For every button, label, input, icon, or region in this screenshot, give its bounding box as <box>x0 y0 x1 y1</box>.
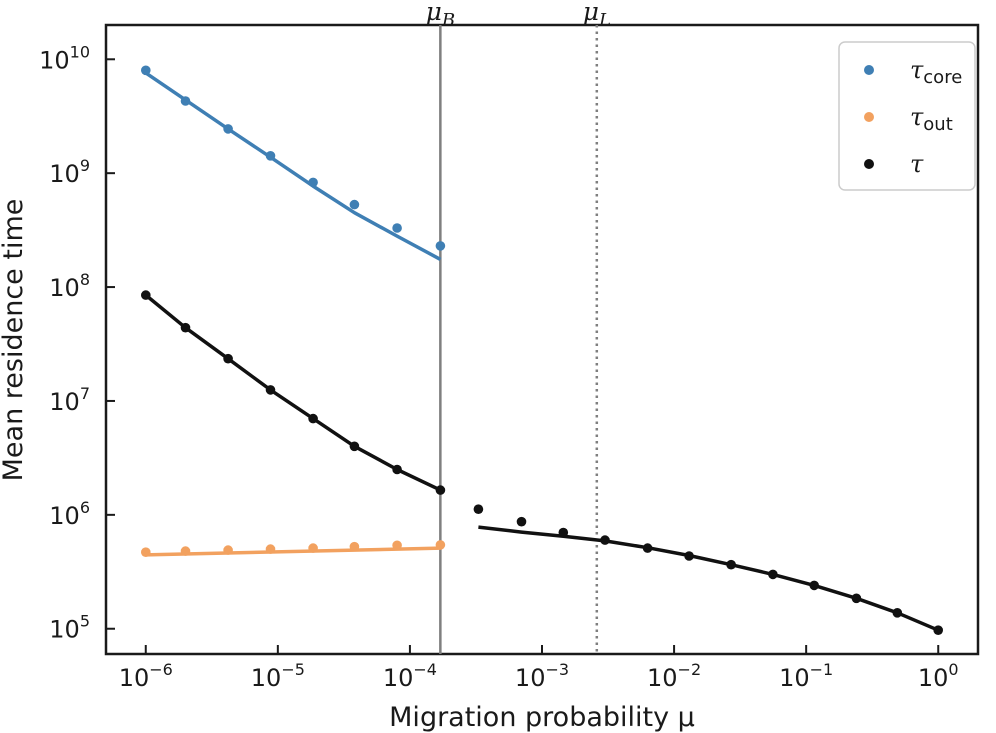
data-points <box>141 65 943 635</box>
tau-high-point <box>726 559 736 570</box>
tau-out-point <box>435 540 446 550</box>
tau-low-point <box>392 464 402 475</box>
tau-out-point <box>141 547 151 557</box>
x-tick-label: 10−2 <box>647 660 701 692</box>
tau-core-point <box>392 223 402 233</box>
tau-high-point <box>933 625 943 635</box>
tau-high-point <box>642 543 653 553</box>
tau-high-point <box>851 593 862 604</box>
x-tick-label: 10−5 <box>251 660 305 692</box>
x-tick-label: 10−1 <box>779 660 833 692</box>
x-tick-label: 10−4 <box>383 660 437 692</box>
tau-low-point <box>308 413 318 424</box>
tau-high-point <box>684 551 694 561</box>
legend-marker-tau-low <box>864 159 874 169</box>
tau-core-point <box>349 199 360 210</box>
y-tick-label: 1010 <box>39 42 90 74</box>
tau-high-point <box>768 569 778 580</box>
tau-core-point <box>180 96 191 106</box>
tau-out-point <box>349 541 360 552</box>
tau-out-fit-line <box>145 546 441 557</box>
tau-core-point <box>308 177 318 188</box>
tau-low-fit-line <box>144 293 442 492</box>
tau-low-point <box>141 290 151 300</box>
x-axis-label: Migration probability μ <box>389 702 695 733</box>
tau-core-point <box>435 241 446 251</box>
tau-out-point <box>308 543 318 553</box>
tau-low-point <box>435 485 446 495</box>
legend: τcore τout τ <box>838 41 976 191</box>
legend-marker-tau-core <box>864 65 874 75</box>
tau-core-fit-line <box>144 71 442 261</box>
y-axis-label: Mean residence time <box>0 199 29 482</box>
tau-high-point <box>892 608 903 618</box>
tau-core-point <box>223 124 233 134</box>
mu-l-label: μL <box>583 0 611 31</box>
mu-b-label: μB <box>426 0 455 31</box>
tau-low-point <box>180 322 191 333</box>
x-tick-label: 100 <box>918 660 959 692</box>
reference-lines: μB μL <box>426 0 611 654</box>
y-tick-label: 109 <box>49 156 90 188</box>
tau-low-point <box>265 385 276 395</box>
tau-high-fit-line <box>478 525 939 632</box>
tau-low-point <box>223 353 233 364</box>
tau-out-point <box>223 545 233 555</box>
tau-high-point <box>516 516 527 527</box>
tau-core-point <box>265 151 276 161</box>
tau-low-point <box>349 441 360 452</box>
legend-label-tau-core: τcore <box>910 56 962 88</box>
tau-out-point <box>180 546 191 556</box>
legend-label-tau-out: τout <box>910 103 953 135</box>
tau-high-point <box>558 527 569 538</box>
tau-out-point <box>265 544 276 554</box>
y-tick-label: 107 <box>49 384 90 416</box>
legend-box <box>838 41 976 191</box>
tau-high-point <box>600 535 610 545</box>
tau-out-point <box>392 540 402 551</box>
x-tick-label: 10−3 <box>515 660 569 692</box>
y-tick-label: 105 <box>49 612 90 644</box>
tau-core-point <box>141 65 151 76</box>
legend-label-tau-low: τ <box>910 150 924 178</box>
fit-curves <box>144 71 939 632</box>
legend-marker-tau-out <box>864 112 874 122</box>
tau-high-point <box>809 580 819 591</box>
y-tick-label: 108 <box>49 270 90 302</box>
tau-high-point <box>473 504 484 514</box>
y-axis-ticks: 105 106 107 108 109 1010 <box>39 42 115 644</box>
y-tick-label: 106 <box>49 498 90 530</box>
x-axis-ticks: 10−6 10−5 10−4 10−3 10−2 10−1 100 <box>119 645 959 692</box>
x-tick-label: 10−6 <box>119 660 173 692</box>
